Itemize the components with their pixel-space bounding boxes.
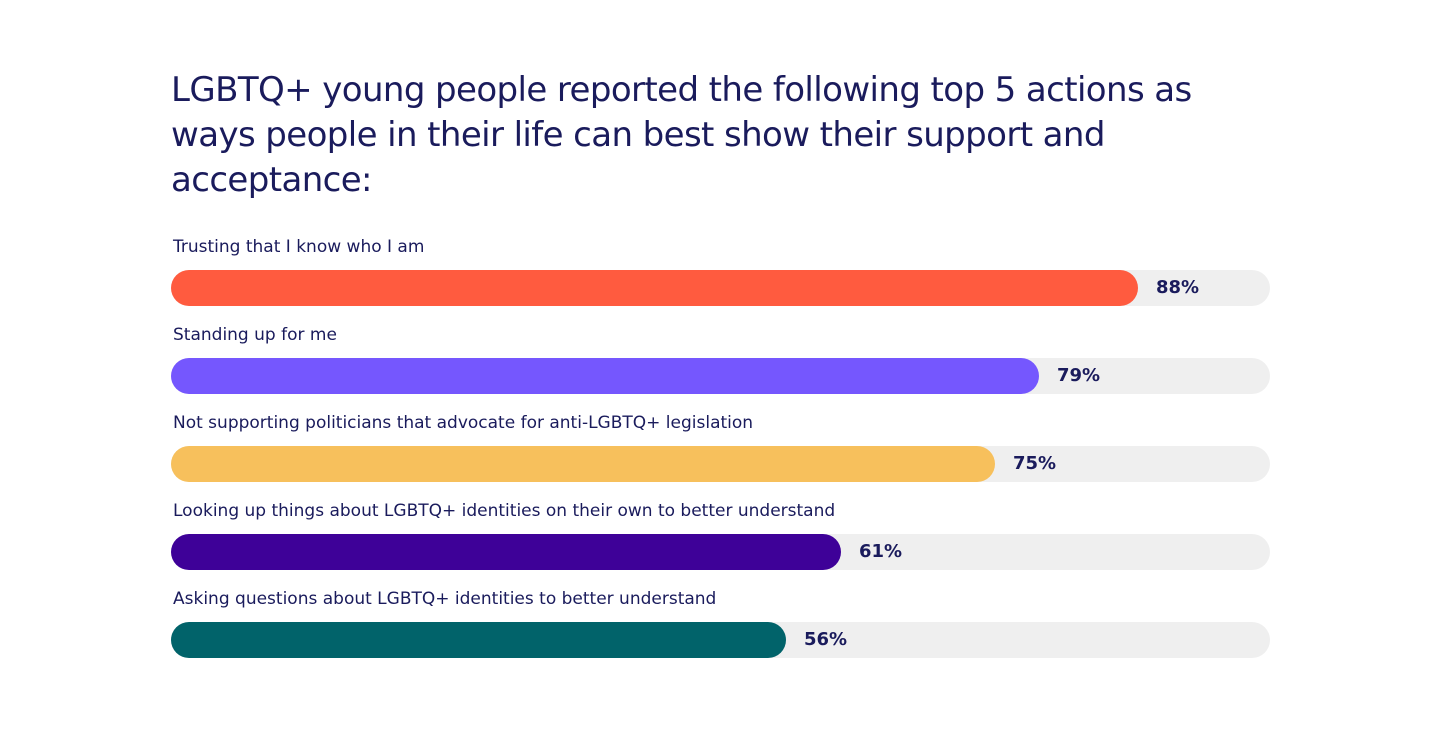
bar-track: 61%: [171, 534, 1270, 570]
bar-category-label: Not supporting politicians that advocate…: [173, 413, 754, 433]
bar-value-label: 56%: [804, 629, 848, 650]
bar-fill: [171, 446, 995, 482]
bar-track: 79%: [171, 358, 1270, 394]
bar-fill: [171, 534, 841, 570]
bar-row: Standing up for me 79%: [171, 324, 1271, 412]
bar-fill: [171, 270, 1138, 306]
bar-fill: [171, 358, 1039, 394]
bar-track: 56%: [171, 622, 1270, 658]
bar-row: Looking up things about LGBTQ+ identitie…: [171, 500, 1271, 588]
bar-row: Not supporting politicians that advocate…: [171, 412, 1271, 500]
bar-category-label: Looking up things about LGBTQ+ identitie…: [173, 501, 836, 521]
bar-track: 75%: [171, 446, 1270, 482]
bar-track: 88%: [171, 270, 1270, 306]
bar-category-label: Standing up for me: [173, 325, 337, 345]
bar-category-label: Asking questions about LGBTQ+ identities…: [173, 589, 717, 609]
bar-value-label: 75%: [1013, 453, 1057, 474]
bar-list: Trusting that I know who I am 88% Standing…: [171, 236, 1271, 676]
bar-value-label: 61%: [859, 541, 903, 562]
bar-row: Asking questions about LGBTQ+ identities…: [171, 588, 1271, 676]
bar-value-label: 79%: [1057, 365, 1101, 386]
bar-row: Trusting that I know who I am 88%: [171, 236, 1271, 324]
bar-value-label: 88%: [1156, 277, 1200, 298]
bar-chart: LGBTQ+ young people reported the followi…: [171, 68, 1271, 676]
bar-fill: [171, 622, 786, 658]
chart-title: LGBTQ+ young people reported the followi…: [171, 70, 1192, 200]
bar-category-label: Trusting that I know who I am: [173, 237, 425, 257]
